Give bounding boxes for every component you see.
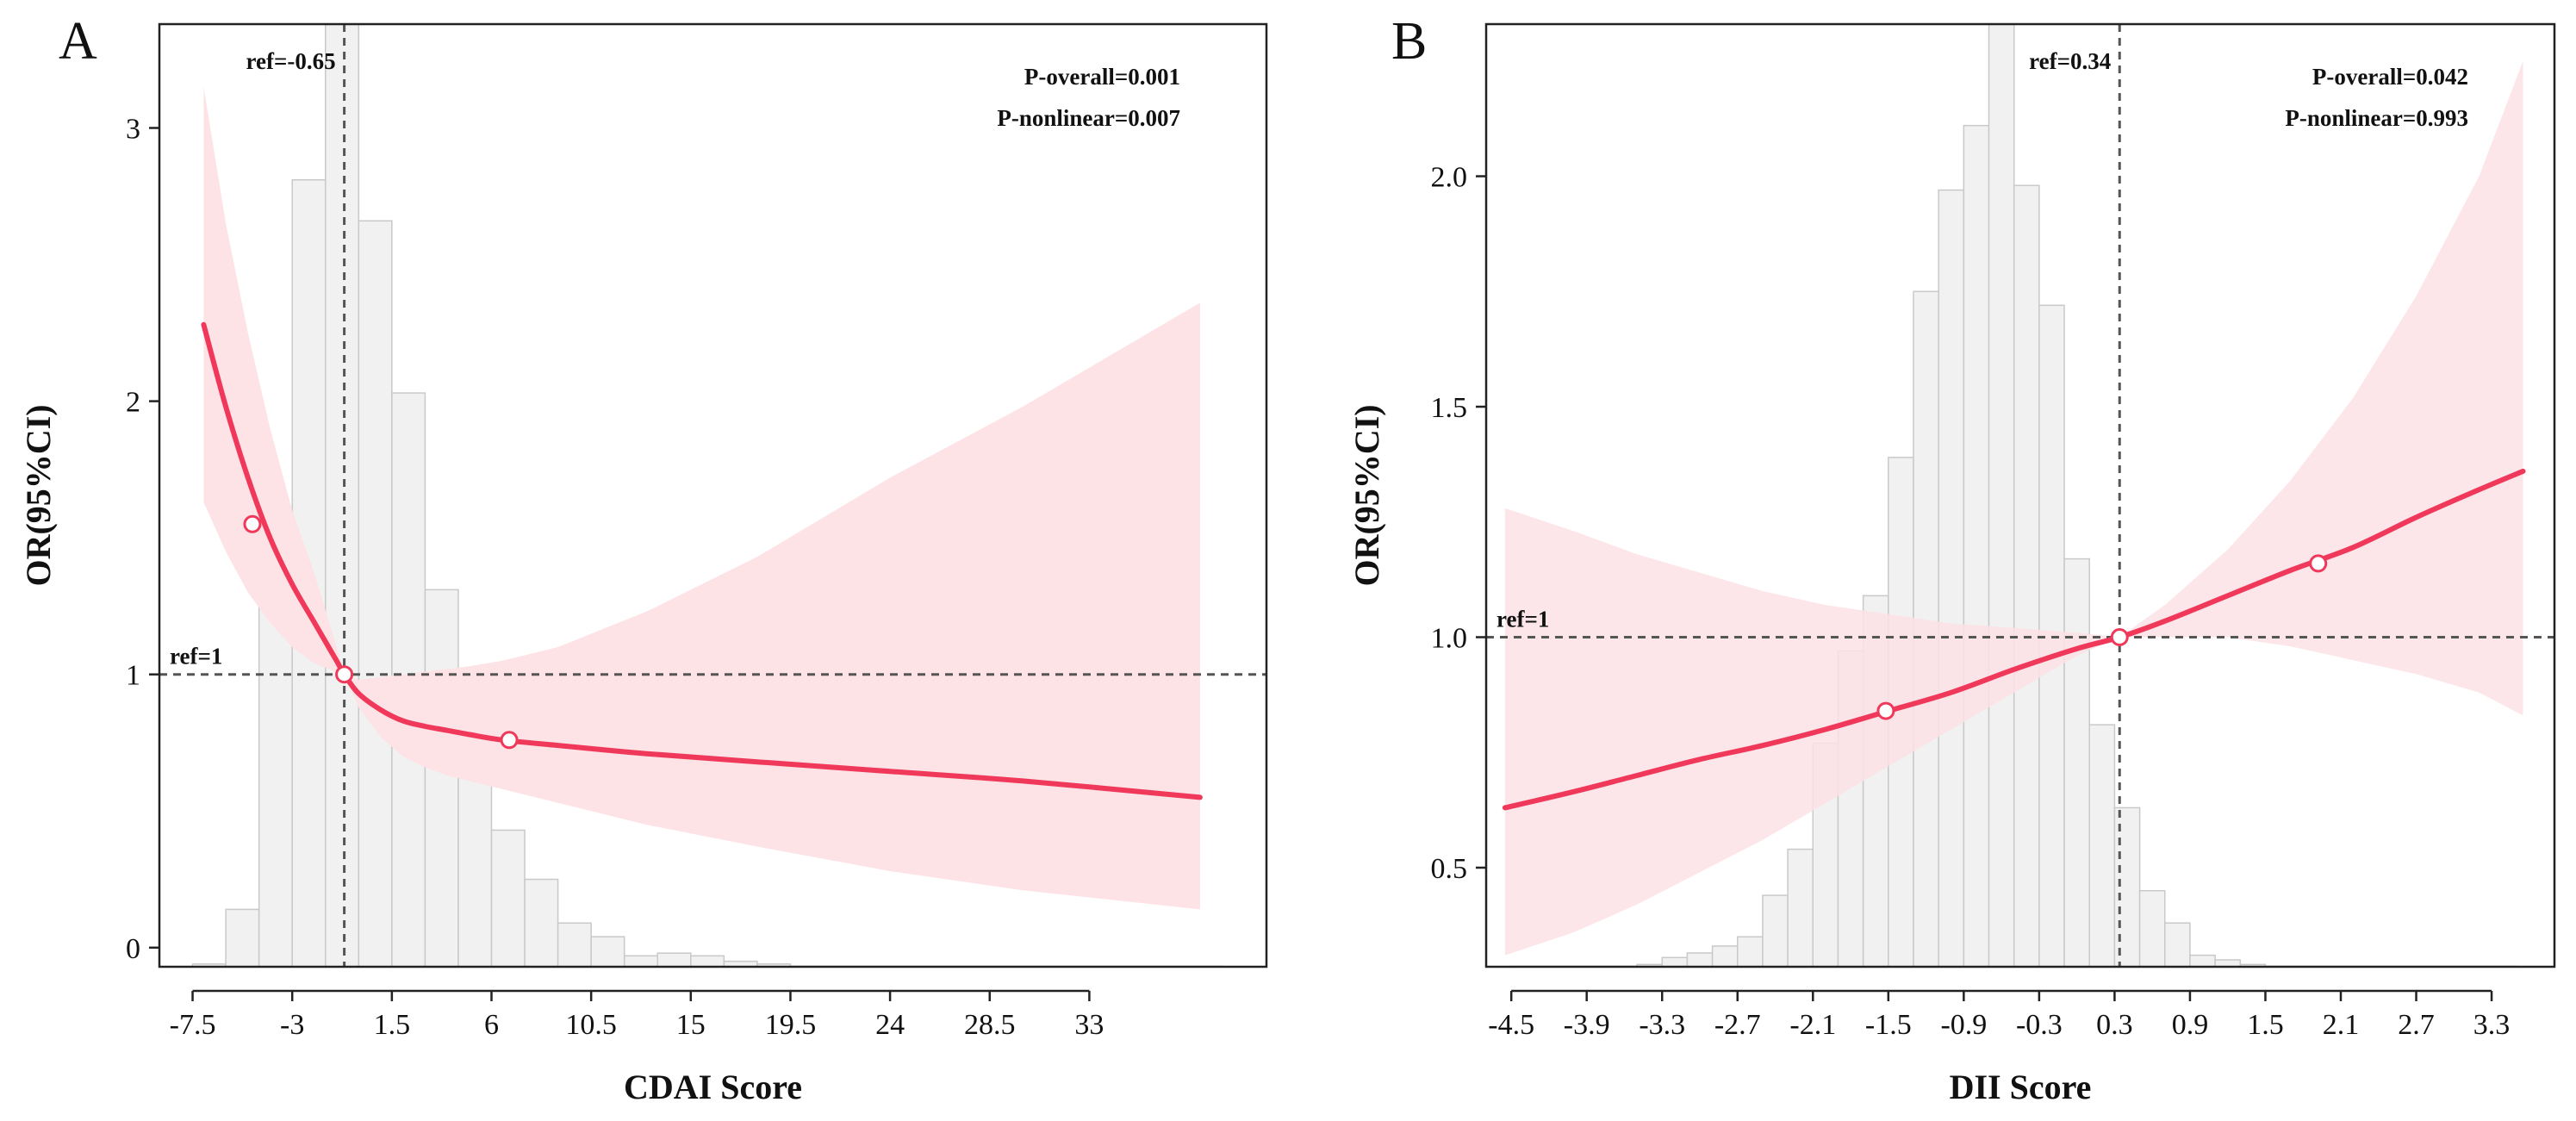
x-ticks-b: -4.5 -3.9 -3.3 -2.7 -2.1 -1.5 -0.9 -0.3 0.3 0.9 1.…	[1488, 991, 2510, 1041]
histogram-bar	[1661, 956, 1689, 968]
histogram-bar	[1963, 124, 1990, 968]
x-tick-label: -2.1	[1789, 1009, 1836, 1041]
histogram-bar	[2164, 922, 2191, 968]
x-tick-label: 33	[1074, 1009, 1104, 1041]
histogram-bar	[557, 922, 592, 968]
curve-marker	[2309, 554, 2328, 573]
x-tick-label: -3.3	[1639, 1009, 1685, 1041]
y-axis-label-b: OR(95%CI)	[1347, 404, 1386, 586]
y-tick-label: 3	[126, 113, 140, 145]
confidence-band-a	[203, 86, 1200, 910]
ref-y-label-a: ref=1	[170, 644, 222, 669]
histogram-bar	[325, 23, 360, 968]
x-tick-label: 2.1	[2323, 1009, 2360, 1041]
x-tick-label: -1.5	[1865, 1009, 1912, 1041]
histogram-bar	[358, 220, 393, 968]
curve-marker	[1876, 701, 1895, 720]
histogram-bar	[424, 589, 459, 968]
histogram-bar	[2063, 557, 2090, 968]
ref-x-label-a: ref=-0.65	[246, 48, 335, 74]
y-tick-label: 1	[126, 660, 140, 692]
histogram-bar	[656, 952, 692, 968]
markers-a	[243, 514, 519, 750]
histogram-bar	[590, 936, 625, 968]
histogram-bar	[1737, 936, 1764, 968]
x-tick-label: 15	[676, 1009, 706, 1041]
panel-a: A 0 1 2 3 -7.5 -3 1.5 6 10.5 15 19.5 24 28.5 33 ref=…	[19, 12, 1268, 1106]
x-tick-label: 1.5	[2247, 1009, 2284, 1041]
histogram-bar	[2113, 806, 2141, 968]
histogram-bar	[457, 772, 493, 968]
x-axis-label-b: DII Score	[1950, 1068, 2092, 1106]
y-tick-label: 1.5	[1431, 392, 1468, 424]
histogram-bar	[524, 878, 559, 968]
confidence-band-b	[1504, 60, 2523, 956]
histogram-bar	[258, 600, 293, 968]
x-axis-label-a: CDAI Score	[624, 1068, 802, 1106]
x-tick-label: -3	[280, 1009, 304, 1041]
or-curve-b	[1502, 468, 2526, 811]
histogram-bar	[1938, 189, 1965, 968]
curve-marker	[335, 665, 354, 684]
y-tick-label: 2.0	[1431, 162, 1468, 194]
x-tick-label: 10.5	[565, 1009, 617, 1041]
y-tick-label: 1.0	[1431, 623, 1468, 655]
x-tick-label: 3.3	[2473, 1009, 2511, 1041]
y-tick-label: 2	[126, 387, 140, 419]
or-curve-a	[201, 321, 1203, 800]
ref-x-label-b: ref=0.34	[2029, 48, 2111, 74]
x-tick-label: 0.9	[2172, 1009, 2209, 1041]
x-ticks-a: -7.5 -3 1.5 6 10.5 15 19.5 24 28.5 33	[170, 991, 1104, 1041]
histogram-bar	[1762, 894, 1789, 968]
plot-frame-a	[158, 22, 1268, 968]
curve-marker	[500, 731, 519, 750]
x-tick-label: 6	[484, 1009, 499, 1041]
histogram-bar	[2138, 889, 2166, 968]
histogram-bar	[2013, 184, 2040, 968]
histogram-bar	[623, 955, 659, 968]
x-tick-label: -4.5	[1488, 1009, 1534, 1041]
x-tick-label: 19.5	[765, 1009, 817, 1041]
x-tick-label: -0.3	[2016, 1009, 2063, 1041]
panel-label-b: B	[1391, 12, 1427, 71]
panel-b: B 0.51.01.52.0 -4.5 -3.9 -3.3 -2.7 -2.1 -1.5-…	[1347, 12, 2556, 1106]
p-nonlinear-b: P-nonlinear=0.993	[2285, 105, 2468, 131]
y-ticks-a: 0 1 2 3	[126, 113, 159, 965]
histogram-bar	[1988, 23, 2015, 968]
x-tick-label: 2.7	[2398, 1009, 2435, 1041]
p-nonlinear-a: P-nonlinear=0.007	[997, 105, 1180, 131]
panel-label-a: A	[59, 12, 97, 71]
x-tick-label: -2.7	[1714, 1009, 1761, 1041]
curve-marker	[2110, 628, 2129, 647]
histogram-bar	[1711, 945, 1739, 968]
ref-y-label-b: ref=1	[1496, 607, 1549, 632]
x-tick-label: 1.5	[374, 1009, 411, 1041]
histogram-bar	[2088, 724, 2116, 968]
x-tick-label: -7.5	[170, 1009, 216, 1041]
x-tick-label: -3.9	[1564, 1009, 1610, 1041]
histogram-bar	[490, 829, 526, 968]
y-axis-label-a: OR(95%CI)	[19, 404, 58, 586]
x-tick-label: 24	[875, 1009, 905, 1041]
y-ticks-b: 0.5 1.0 1.5 2.0	[1431, 162, 1486, 885]
curve-marker	[243, 514, 262, 533]
histogram-a	[191, 23, 1223, 968]
x-tick-label: 28.5	[964, 1009, 1016, 1041]
x-tick-label: 0.3	[2096, 1009, 2133, 1041]
p-overall-a: P-overall=0.001	[1024, 64, 1180, 90]
y-tick-label: 0.5	[1431, 853, 1468, 885]
histogram-bar	[1787, 848, 1814, 968]
p-overall-b: P-overall=0.042	[2312, 64, 2468, 90]
y-tick-label: 0	[126, 933, 140, 965]
plot-frame-b	[1484, 22, 2556, 968]
x-tick-label: -0.9	[1940, 1009, 1987, 1041]
histogram-bar	[225, 908, 260, 968]
histogram-bar	[690, 955, 725, 968]
histogram-bar	[2189, 954, 2216, 968]
markers-b	[1876, 554, 2328, 720]
histogram-bar	[1686, 952, 1714, 968]
